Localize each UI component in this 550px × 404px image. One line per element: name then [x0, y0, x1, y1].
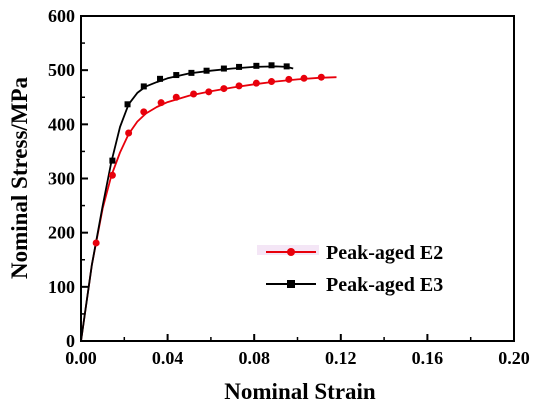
x-tick-label: 0.12 — [325, 348, 357, 368]
data-point — [253, 62, 260, 69]
data-point — [109, 157, 116, 164]
data-point — [205, 88, 213, 96]
legend-label-e3: Peak-aged E3 — [326, 274, 443, 296]
y-tick-label: 500 — [48, 60, 75, 80]
data-point — [283, 63, 290, 70]
legend-marker-e2 — [287, 248, 295, 256]
x-tick-label: 0.16 — [412, 348, 444, 368]
data-point — [317, 73, 325, 81]
data-point — [220, 65, 227, 72]
data-point — [157, 75, 164, 82]
series-line-1 — [80, 76, 337, 342]
y-tick-label: 400 — [48, 114, 75, 134]
data-point — [124, 101, 131, 108]
data-point — [220, 85, 228, 93]
data-point — [140, 83, 147, 90]
y-tick-label: 100 — [48, 277, 75, 297]
y-axis-title: Nominal Stress/MPa — [7, 76, 32, 279]
data-point — [203, 67, 210, 74]
data-point — [188, 69, 195, 76]
data-point — [252, 79, 260, 87]
data-point — [157, 99, 165, 107]
x-tick-label: 0.00 — [65, 348, 97, 368]
data-point — [108, 171, 116, 179]
legend-marker-e3 — [287, 280, 295, 288]
x-axis-title: Nominal Strain — [224, 379, 376, 404]
plot-frame — [80, 15, 515, 342]
data-point — [173, 72, 180, 79]
y-tick-label: 200 — [48, 223, 75, 243]
data-point — [236, 63, 243, 70]
data-point — [125, 129, 133, 137]
series-curves — [80, 65, 337, 342]
data-point — [190, 90, 198, 98]
data-point — [300, 74, 308, 82]
data-point — [285, 75, 293, 83]
x-tick-label: 0.20 — [498, 348, 530, 368]
data-point — [140, 108, 148, 116]
data-point — [235, 82, 243, 90]
series-markers — [92, 62, 325, 247]
data-point — [172, 93, 180, 101]
data-point — [92, 239, 100, 247]
axis-tick-labels: 0.00 0.04 0.08 0.12 0.16 0.20 0 100 200 300 400 500… — [48, 6, 530, 368]
x-tick-label: 0.04 — [152, 348, 184, 368]
legend: Peak-aged E2 Peak-aged E3 — [257, 242, 443, 296]
y-tick-label: 600 — [48, 6, 75, 26]
axis-ticks — [80, 15, 515, 342]
y-tick-label: 0 — [66, 331, 75, 351]
y-tick-label: 300 — [48, 169, 75, 189]
legend-label-e2: Peak-aged E2 — [326, 242, 443, 264]
series-line-2 — [80, 65, 294, 342]
data-point — [268, 62, 275, 69]
data-point — [268, 78, 276, 86]
x-tick-label: 0.08 — [238, 348, 270, 368]
